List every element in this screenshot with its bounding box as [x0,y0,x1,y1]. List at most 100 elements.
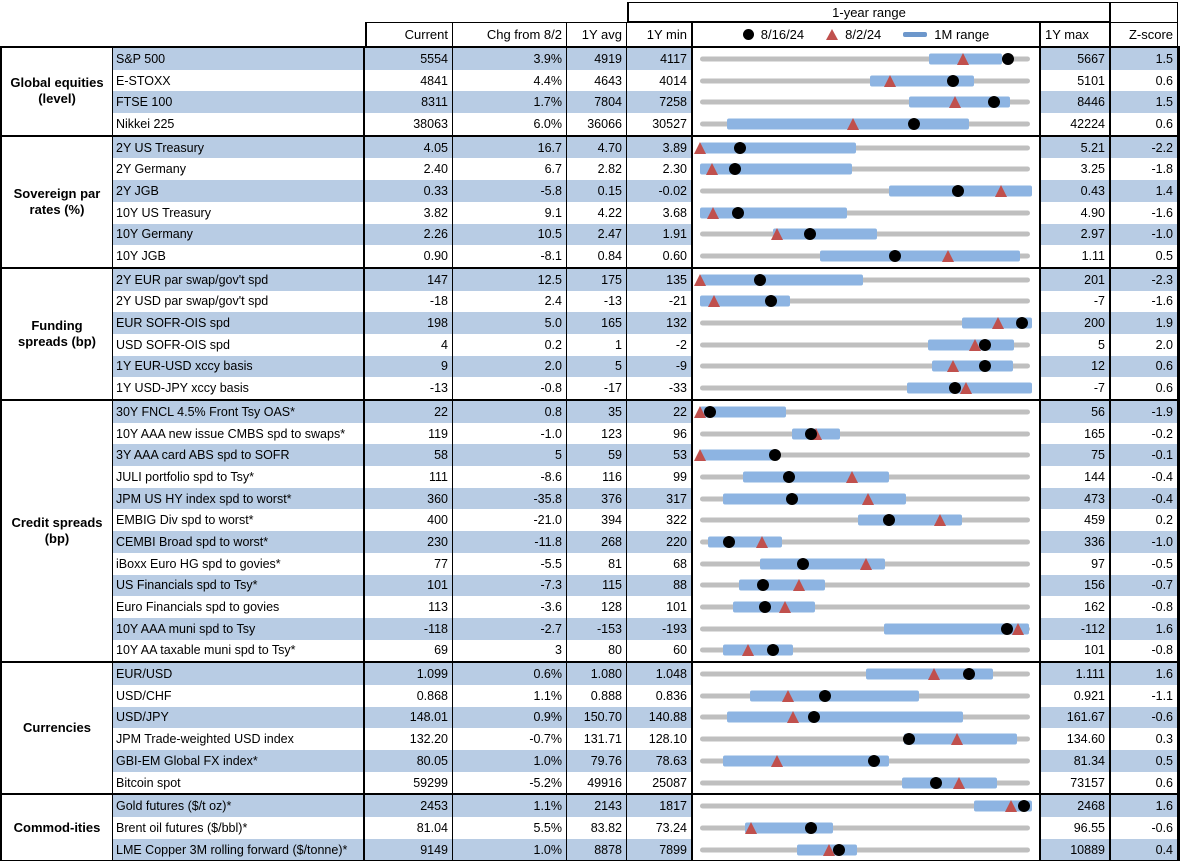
row-label: EMBIG Div spd to worst* [113,509,365,532]
row-label: 1Y USD-JPY xccy basis [113,377,365,399]
chg-value: 4.4% [453,69,567,92]
chg-value: 1.0% [453,838,567,861]
min-value: 132 [627,312,693,334]
z-value: 0.6 [1111,113,1178,135]
range-track-1y [700,847,1030,853]
min-value: 0.836 [627,684,693,707]
section-rows: Gold futures ($/t oz)* 2453 1.1% 2143 1817 24… [113,795,1178,861]
min-value: 140.88 [627,706,693,729]
column-header-zscore: Z-score [1111,22,1178,46]
current-value: 1.099 [365,663,453,685]
max-value: 165 [1041,422,1111,445]
range-track-1y [700,188,1030,194]
z-value: 1.5 [1111,91,1178,114]
marker-dot-8-16 [978,338,991,351]
z-value: 1.4 [1111,180,1178,202]
table-row: JPM US HY index spd to worst* 360 -35.8 376… [113,487,1178,510]
current-value: 80.05 [365,750,453,772]
marker-triangle-8-2 [694,141,706,154]
table-row: Nikkei 225 38063 6.0% 36066 30527 42224 0.6 [113,113,1178,135]
marker-triangle-8-2 [928,668,941,681]
z-value: -1.8 [1111,158,1178,181]
avg-value: 131.71 [567,728,627,750]
current-value: 22 [365,401,453,423]
marker-dot-8-16 [754,273,767,286]
table-row: 1Y USD-JPY xccy basis -13 -0.8 -17 -33 -7 0.6 [113,377,1178,399]
avg-value: 4643 [567,69,627,92]
section-rows: S&P 500 5554 3.9% 4919 4117 5667 1.5 E-STOXX 484… [113,48,1178,135]
max-value: 3.25 [1041,158,1111,181]
range-chart [693,663,1041,685]
current-value: 111 [365,466,453,488]
marker-triangle-8-2 [861,492,874,505]
chg-value: 0.2 [453,333,567,356]
current-value: 360 [365,487,453,510]
legend-bar-label: 1M range [934,27,990,42]
max-value: 144 [1041,466,1111,488]
table-row: 30Y FNCL 4.5% Front Tsy OAS* 22 0.8 35 22 56-… [113,401,1178,423]
row-label: Gold futures ($/t oz)* [113,795,365,818]
chg-value: -2.7 [453,617,567,640]
avg-value: 79.76 [567,750,627,772]
range-chart [693,355,1041,378]
row-label: FTSE 100 [113,91,365,114]
table-row: iBoxx Euro HG spd to govies* 77 -5.5 81 68 97… [113,552,1178,575]
current-value: 77 [365,552,453,575]
row-label: EUR SOFR-OIS spd [113,312,365,334]
chg-value: -0.8 [453,377,567,399]
max-value: 101 [1041,639,1111,662]
z-value: 1.5 [1111,48,1178,70]
current-value: 2.40 [365,158,453,181]
chg-value: -11.8 [453,531,567,553]
range-chart [693,158,1041,181]
row-label: Brent oil futures ($/bbl)* [113,817,365,839]
range-track-1y [700,166,1030,172]
chg-value: -0.7% [453,728,567,750]
marker-triangle-8-2 [949,96,962,109]
marker-triangle-8-2 [942,250,954,263]
chg-value: 2.0 [453,355,567,378]
chg-value: -7.3 [453,574,567,597]
z-value: 1.6 [1111,795,1178,818]
marker-triangle-8-2 [694,405,706,418]
z-value: -1.6 [1111,201,1178,224]
row-label: Nikkei 225 [113,113,365,135]
row-label: USD SOFR-OIS spd [113,333,365,356]
max-value: 459 [1041,509,1111,532]
chg-value: 3 [453,639,567,662]
current-value: 2453 [365,795,453,818]
marker-dot-8-16 [1018,800,1031,813]
marker-triangle-8-2 [969,338,982,351]
table-row: USD/JPY 148.01 0.9% 150.70 140.88 161.67 -0.6 [113,706,1178,729]
avg-value: 2.47 [567,223,627,246]
marker-triangle-8-2 [694,273,706,286]
range-chart [693,838,1041,861]
range-bar-1m [870,75,974,87]
z-value: -0.2 [1111,422,1178,445]
chg-value: 0.9% [453,706,567,729]
header-banner-row: 1-year range [0,2,1180,22]
marker-triangle-8-2 [860,557,872,570]
table-row: 1Y EUR-USD xccy basis 9 2.0 5 -9 12 0.6 [113,355,1178,378]
current-value: 198 [365,312,453,334]
table-row: 10Y AAA muni spd to Tsy -118 -2.7 -153 -193 -… [113,617,1178,640]
section-label: Funding spreads (bp) [2,268,113,399]
current-value: 9 [365,355,453,378]
legend-bar-icon [903,32,928,37]
range-chart [693,268,1041,291]
z-value: -2.2 [1111,136,1178,159]
range-bar-1m [700,274,863,286]
range-track-1y [700,99,1030,105]
marker-triangle-8-2 [705,163,718,176]
marker-triangle-8-2 [770,228,783,241]
z-value: -0.5 [1111,552,1178,575]
marker-triangle-8-2 [934,514,947,527]
range-bar-1m [773,228,877,240]
range-track-1y [700,671,1030,677]
range-chart [693,531,1041,553]
range-chart [693,639,1041,662]
column-header-row: Current Chg from 8/2 1Y avg 1Y min 8/16/… [0,22,1180,46]
table-section: Global equities (level) S&P 500 5554 3.9% 49… [2,48,1178,135]
table-row: JULI portfolio spd to Tsy* 111 -8.6 116 99 14… [113,466,1178,488]
